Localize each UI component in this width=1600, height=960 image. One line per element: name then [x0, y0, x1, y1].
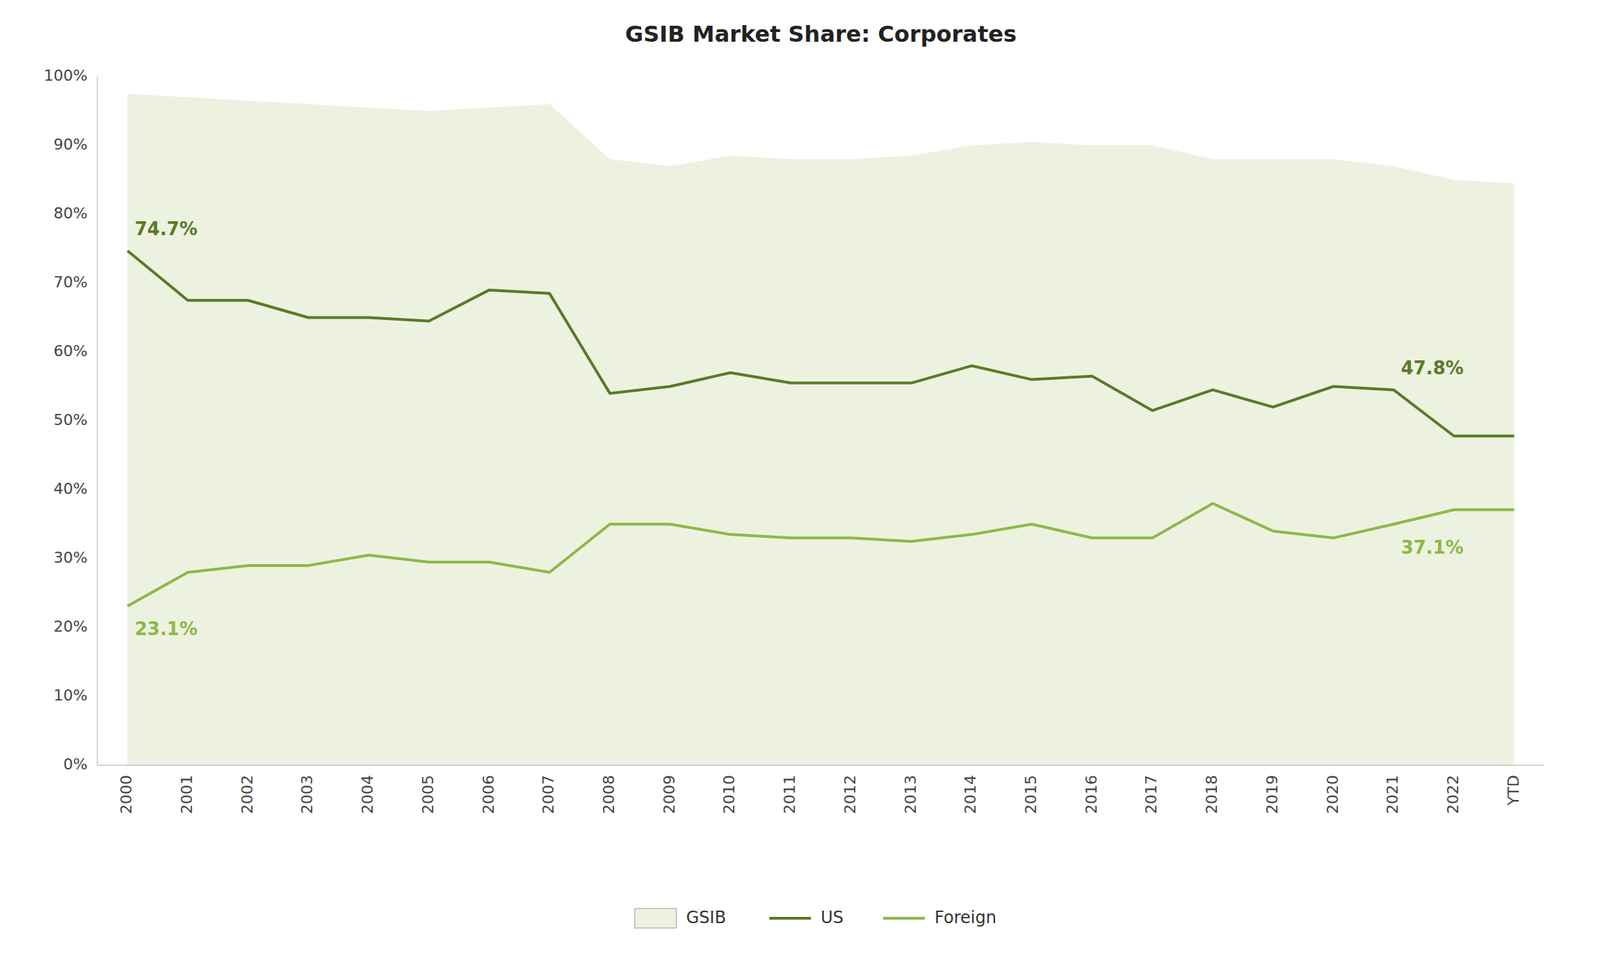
x-tick-label: 2007	[539, 774, 557, 814]
y-tick-label: 40%	[53, 479, 88, 498]
plot-data	[127, 93, 1514, 765]
title: GSIB Market Share: Corporates	[625, 20, 1017, 48]
x-tick-label: 2009	[660, 774, 678, 814]
y-tick-label: 80%	[53, 204, 88, 222]
legend-swatch	[883, 916, 925, 920]
x-tick-label: 2012	[841, 774, 859, 814]
x-tick-label: 2021	[1383, 774, 1402, 814]
x-tick-label: 2000	[117, 774, 135, 814]
area	[127, 93, 1514, 765]
y-tick-label: 10%	[53, 686, 88, 704]
legend-label: Foreign	[934, 907, 997, 927]
line	[127, 503, 1514, 607]
x-tick-label: 2001	[178, 774, 196, 814]
y-tick-label: 90%	[53, 135, 88, 153]
legend-swatch	[634, 908, 677, 928]
y-tick-label: 60%	[53, 342, 88, 360]
chart: GSIB Market Share: Corporates 0% 10% 20% 30%…	[0, 0, 1600, 960]
x-tick-label: YTD	[1504, 774, 1523, 806]
y-tick-label: 50%	[53, 410, 88, 429]
line	[127, 250, 1514, 436]
x-tick-label: 2004	[358, 774, 377, 814]
x-tick-label: 2018	[1202, 774, 1221, 814]
y-axis-line	[97, 76, 99, 765]
x-tick-label: 2015	[1022, 774, 1040, 814]
x-tick-label: 2006	[479, 774, 498, 814]
x-axis-line	[97, 764, 1545, 766]
x-tick-label: 2002	[238, 774, 256, 814]
y-tick-label: 30%	[53, 548, 88, 567]
x-tick-label: 2016	[1082, 774, 1101, 814]
x-tick-label: 2003	[298, 774, 316, 814]
x-tick-label: 2013	[901, 774, 920, 814]
annotation: 47.8%	[1401, 357, 1464, 379]
x-tick-label: 2017	[1142, 774, 1160, 814]
y-tick-label: 70%	[53, 273, 88, 291]
annotation: 74.7%	[134, 218, 198, 240]
x-tick-label: 2005	[419, 774, 437, 814]
y-tick-label: 100%	[43, 66, 88, 85]
legend: GSIB US Foreign	[634, 907, 997, 928]
x-tick-label: 2011	[780, 774, 799, 814]
x-tick-label: 2008	[600, 774, 618, 814]
legend-swatch	[769, 916, 811, 920]
y-tick-label: 0%	[63, 755, 88, 773]
x-tick-label: 2022	[1444, 774, 1462, 814]
x-tick-label: 2020	[1323, 774, 1342, 814]
annotation: 37.1%	[1401, 536, 1464, 558]
x-tick-label: 2010	[720, 774, 738, 814]
y-tick-label: 20%	[53, 617, 88, 635]
legend-label: GSIB	[686, 907, 726, 927]
legend-label: US	[820, 907, 844, 927]
x-tick-label: 2019	[1263, 774, 1281, 814]
x-tick-label: 2014	[961, 774, 980, 814]
annotation: 23.1%	[134, 618, 198, 640]
